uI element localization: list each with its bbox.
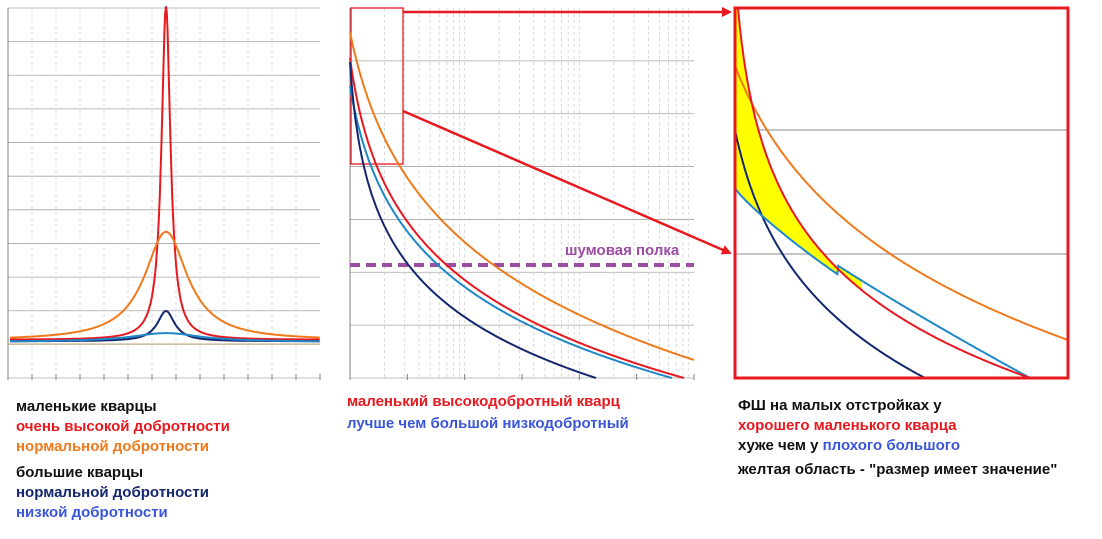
series-orange [10, 230, 320, 339]
caption-better-than-large: лучше чем большой низкодобротный [347, 415, 629, 432]
caption-middle: маленький высокодобротный кварц лучше че… [347, 392, 629, 434]
chart-phase-noise: шумовая полка [349, 7, 695, 380]
series-blue [734, 187, 1031, 379]
series-red [10, 6, 320, 341]
chart-zoom [733, 6, 1070, 380]
series-navy [734, 129, 926, 379]
zoom-frame [733, 6, 1070, 380]
caption-good-small-crystal: хорошего маленького кварца [738, 417, 957, 434]
highlight-area [735, 8, 862, 291]
zoom-arrows [402, 7, 732, 255]
series-blue [349, 85, 673, 379]
series-red [737, 7, 1031, 379]
caption-normal-q-small: нормальной добротности [16, 438, 209, 455]
caption-normal-q-large: нормальной добротности [16, 484, 209, 501]
arrow-bottom [402, 109, 732, 255]
caption-low-q: низкой добротности [16, 504, 168, 521]
caption-left: маленькие кварцы очень высокой добротнос… [16, 397, 230, 523]
series-navy [10, 309, 320, 343]
caption-large-crystals: большие кварцы [16, 464, 144, 481]
series-red [349, 57, 685, 379]
caption-very-high-q: очень высокой добротности [16, 418, 230, 435]
series-orange [349, 31, 695, 361]
caption-yellow-area: желтая область - "размер имеет значение" [738, 461, 1058, 478]
chart-resonance [7, 6, 321, 380]
caption-right: ФШ на малых отстройках у хорошего малень… [738, 396, 1057, 480]
series-blue [10, 332, 320, 343]
caption-bad-large: плохого большого [822, 437, 960, 454]
caption-worse-than: хуже чем у плохого большого [738, 437, 960, 454]
caption-small-high-q: маленький высокодобротный кварц [347, 393, 620, 410]
caption-pn-small-offsets: ФШ на малых отстройках у [738, 397, 942, 414]
series-orange [734, 65, 1069, 341]
series-navy [349, 61, 597, 379]
caption-small-crystals: маленькие кварцы [16, 398, 157, 415]
noise-floor-label: шумовая полка [565, 242, 680, 259]
